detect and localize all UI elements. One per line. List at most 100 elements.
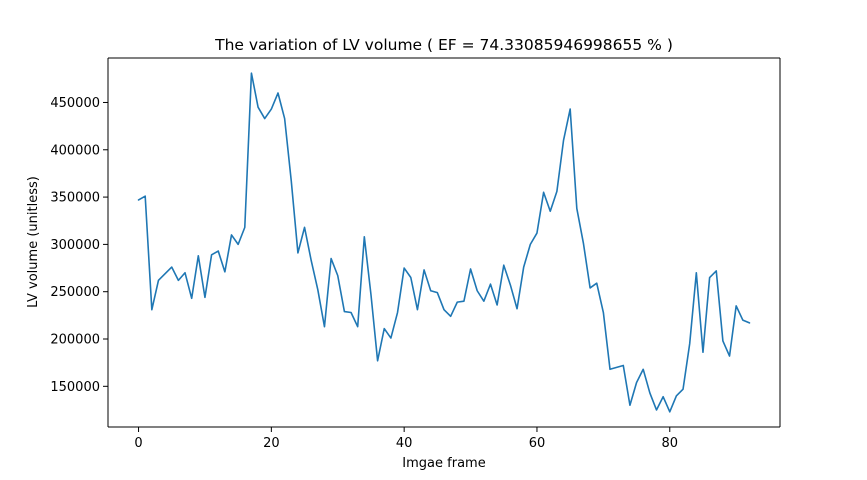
- y-axis-label: LV volume (unitless): [26, 176, 41, 308]
- data-point: [156, 278, 161, 283]
- data-point: [641, 367, 646, 372]
- data-point: [554, 189, 559, 194]
- data-point: [196, 253, 201, 258]
- plot-area: [108, 58, 780, 427]
- data-point: [714, 268, 719, 273]
- data-point: [614, 365, 619, 370]
- data-point: [422, 267, 427, 272]
- x-tick-label: 80: [661, 436, 678, 451]
- data-point: [548, 209, 553, 214]
- data-point: [282, 116, 287, 121]
- data-point: [528, 242, 533, 247]
- data-layer: [137, 71, 751, 414]
- data-point: [335, 273, 340, 278]
- data-point: [667, 409, 672, 414]
- data-point: [368, 292, 373, 297]
- data-point: [302, 225, 307, 230]
- data-point: [342, 309, 347, 314]
- data-point: [734, 303, 739, 308]
- y-tick-label: 150000: [50, 380, 100, 395]
- data-point: [242, 225, 247, 230]
- x-axis-label: Imgae frame: [402, 456, 485, 471]
- data-point: [568, 107, 573, 112]
- data-point: [574, 206, 579, 211]
- data-point: [608, 367, 613, 372]
- axes-frame: [107, 57, 781, 428]
- data-point: [594, 281, 599, 286]
- data-point: [269, 107, 274, 112]
- data-point: [681, 387, 686, 392]
- data-point: [481, 299, 486, 304]
- series-line: [137, 72, 751, 413]
- data-point: [581, 241, 586, 246]
- data-point: [707, 275, 712, 280]
- data-point: [442, 307, 447, 312]
- data-point: [322, 324, 327, 329]
- data-point: [256, 105, 261, 110]
- data-point: [275, 91, 280, 96]
- data-point: [740, 318, 745, 323]
- data-point: [176, 278, 181, 283]
- data-point: [349, 310, 354, 315]
- data-point: [475, 288, 480, 293]
- data-point: [647, 390, 652, 395]
- data-point: [229, 232, 234, 237]
- data-point: [183, 270, 188, 275]
- data-point: [627, 403, 632, 408]
- data-point: [468, 266, 473, 271]
- data-point: [488, 282, 493, 287]
- data-point: [720, 338, 725, 343]
- data-point: [149, 307, 154, 312]
- data-point: [428, 288, 433, 293]
- chart-title: The variation of LV volume ( EF = 74.330…: [214, 36, 673, 54]
- data-point: [222, 269, 227, 274]
- data-point: [654, 407, 659, 412]
- data-point: [169, 265, 174, 270]
- data-point: [315, 287, 320, 292]
- data-point: [455, 300, 460, 305]
- data-point: [448, 314, 453, 319]
- y-tick-label: 450000: [50, 96, 100, 111]
- data-point: [236, 242, 241, 247]
- data-point: [601, 310, 606, 315]
- data-point: [588, 285, 593, 290]
- data-point: [289, 179, 294, 184]
- data-point: [634, 380, 639, 385]
- y-tick-label: 300000: [50, 238, 100, 253]
- data-point: [521, 265, 526, 270]
- data-point: [143, 194, 148, 199]
- data-point: [687, 341, 692, 346]
- data-point: [661, 394, 666, 399]
- y-tick-label: 400000: [50, 143, 100, 158]
- data-point: [621, 363, 626, 368]
- y-tick-label: 350000: [50, 191, 100, 206]
- data-point: [388, 336, 393, 341]
- x-tick-label: 40: [396, 436, 413, 451]
- data-point: [435, 290, 440, 295]
- data-point: [249, 71, 254, 76]
- x-tick-label: 60: [529, 436, 546, 451]
- x-tick-label: 0: [134, 436, 142, 451]
- data-point: [501, 263, 506, 268]
- data-point: [495, 302, 500, 307]
- data-point: [395, 310, 400, 315]
- data-point: [355, 324, 360, 329]
- data-point: [295, 250, 300, 255]
- data-point: [408, 275, 413, 280]
- data-point: [382, 326, 387, 331]
- data-point: [163, 271, 168, 276]
- data-point: [362, 234, 367, 239]
- data-point: [262, 116, 267, 121]
- data-point: [209, 252, 214, 257]
- data-point: [694, 270, 699, 275]
- data-point: [189, 296, 194, 301]
- data-point: [515, 306, 520, 311]
- data-point: [375, 358, 380, 363]
- ticks-layer: 0 20 40 60 80 150000 200000 250000 300000 350000 4…: [50, 96, 678, 451]
- data-point: [534, 231, 539, 236]
- data-point: [700, 350, 705, 355]
- data-point: [461, 299, 466, 304]
- data-point: [674, 393, 679, 398]
- data-point: [216, 249, 221, 254]
